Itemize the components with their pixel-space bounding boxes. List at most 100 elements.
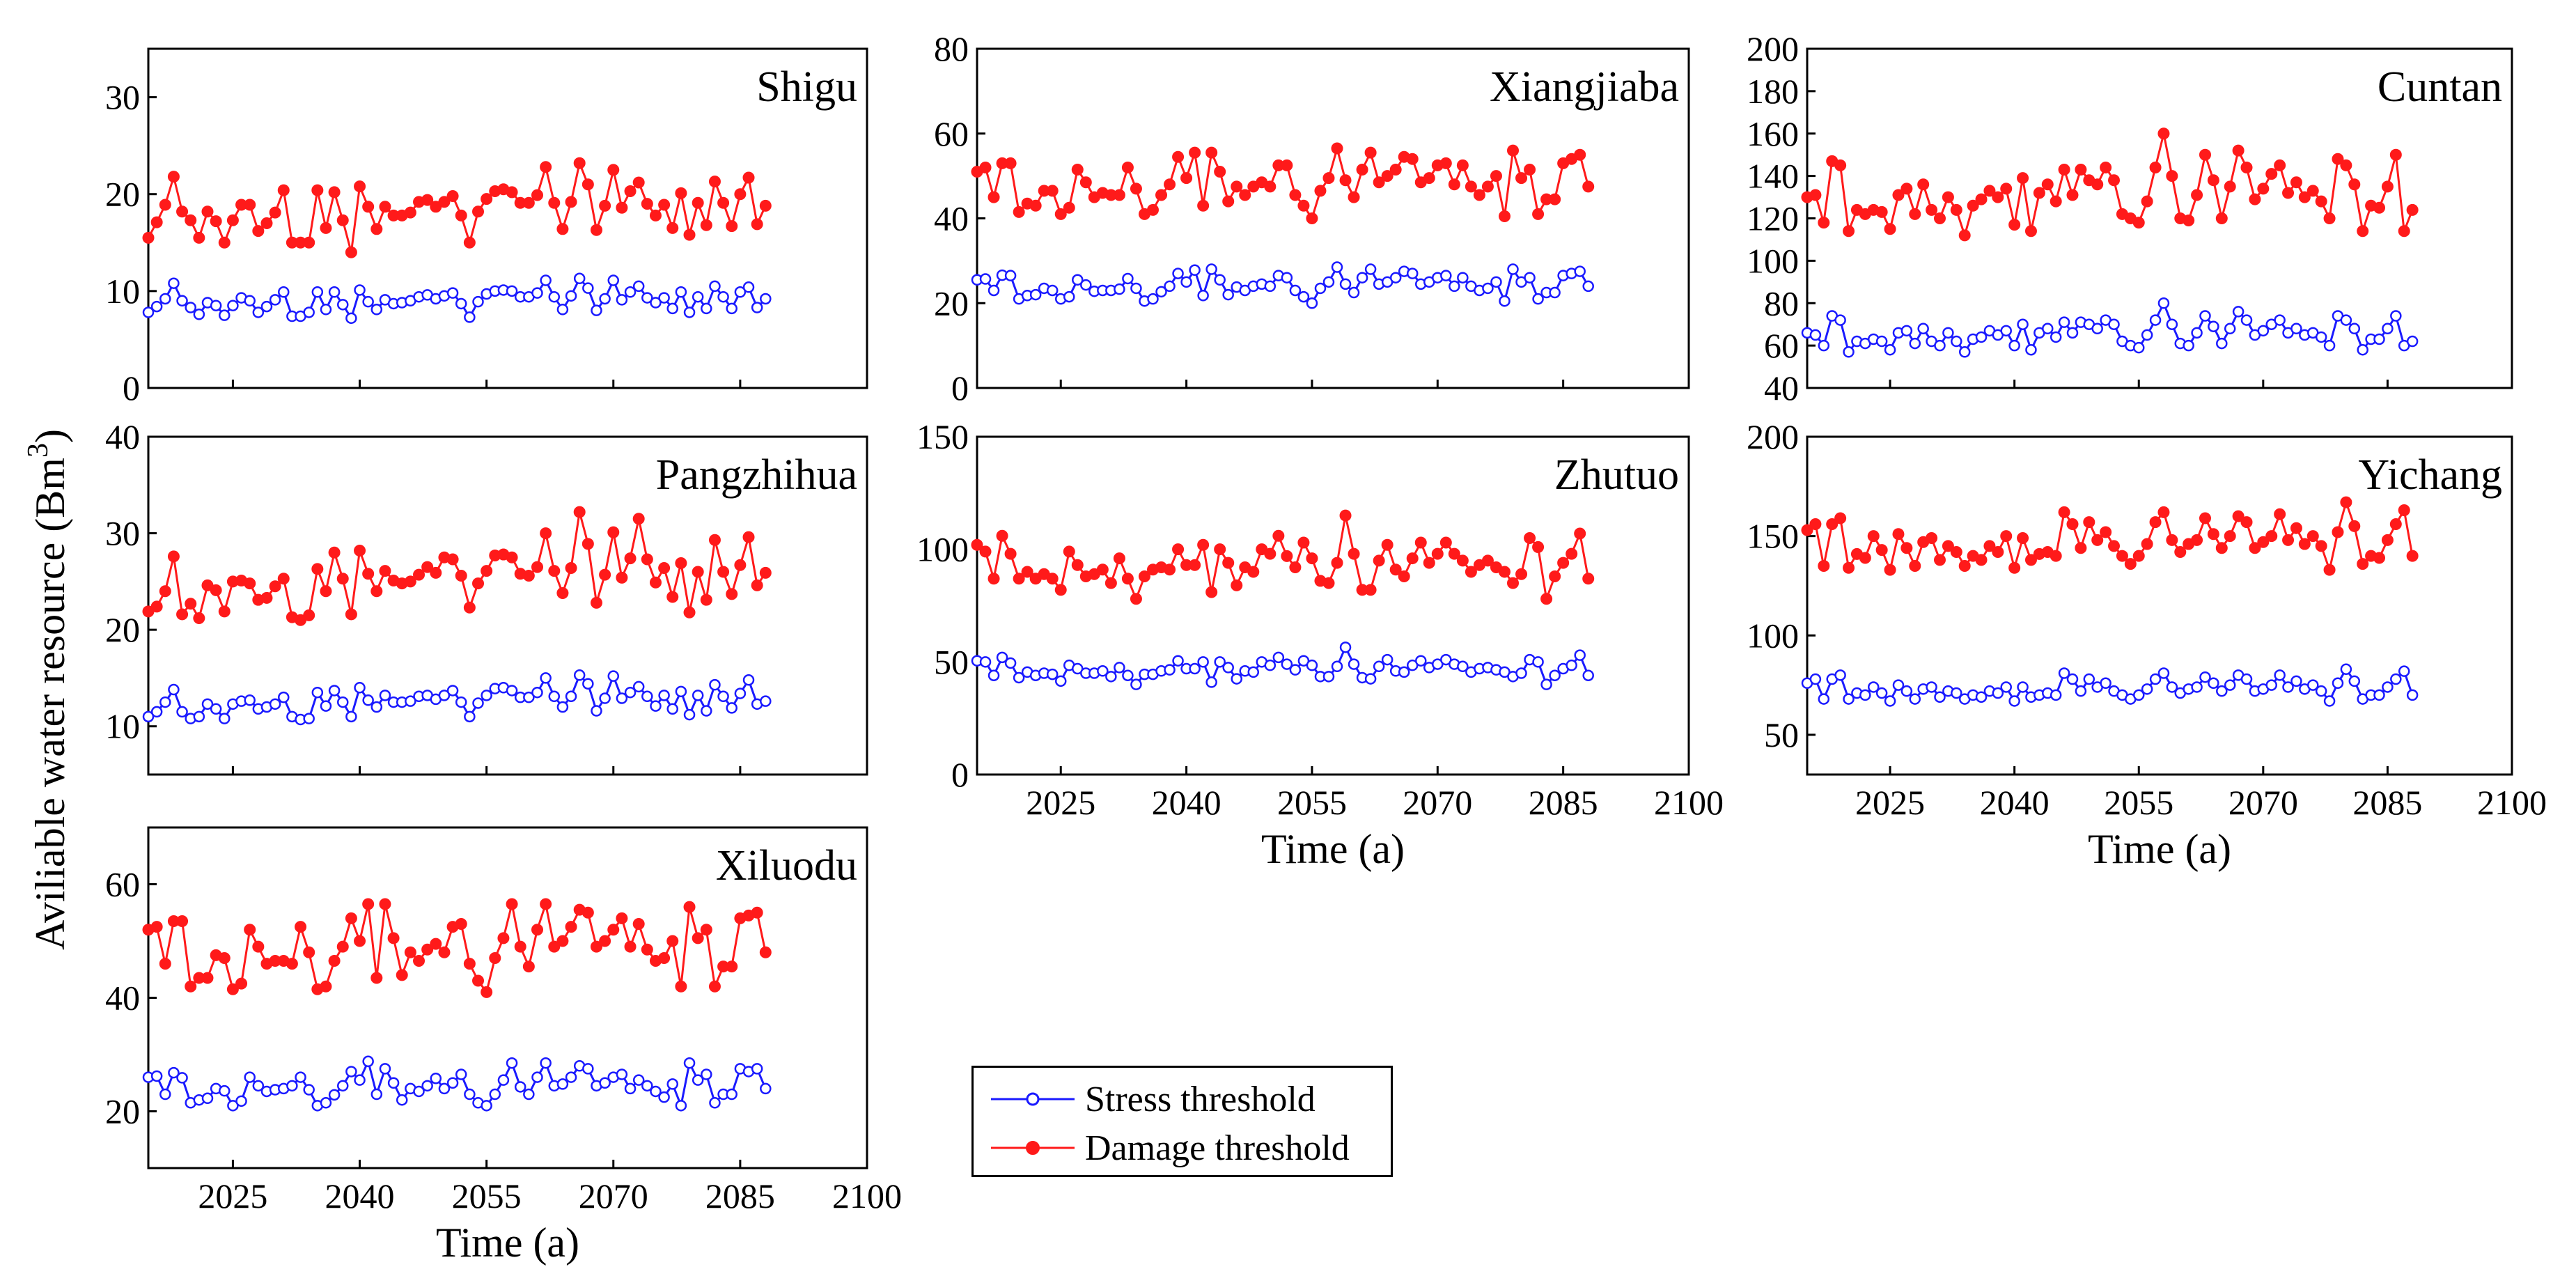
damage-point (683, 606, 696, 619)
damage-point (556, 586, 569, 599)
damage-point (641, 553, 653, 566)
stress-point (2373, 689, 2385, 701)
stress-point (370, 701, 383, 713)
stress-point (624, 286, 637, 298)
damage-point (573, 506, 586, 518)
stress-point (540, 672, 552, 684)
damage-point (345, 246, 357, 258)
damage-point (2116, 550, 2128, 562)
damage-point (759, 566, 772, 579)
damage-point (522, 570, 535, 582)
damage-point (328, 186, 341, 199)
damage-point (734, 559, 747, 571)
damage-point (1926, 203, 1938, 216)
damage-point (1900, 182, 1913, 195)
y-tick-label: 0 (123, 368, 140, 407)
stress-point (1164, 664, 1176, 676)
stress-point (565, 290, 577, 302)
stress-point (675, 286, 687, 298)
damage-point (1389, 163, 1402, 176)
stress-point (455, 1068, 467, 1080)
stress-point (1809, 673, 1822, 685)
damage-point (1189, 559, 1201, 571)
stress-point (210, 703, 222, 715)
damage-point (481, 986, 493, 998)
damage-point (565, 196, 577, 208)
damage-point (2282, 534, 2295, 546)
panel-title: Cuntan (2378, 63, 2502, 111)
stress-point (624, 1082, 637, 1095)
damage-point (632, 176, 645, 189)
damage-point (421, 943, 434, 956)
stress-point (616, 692, 628, 704)
damage-point (599, 199, 611, 212)
damage-point (556, 223, 569, 235)
damage-point (666, 935, 679, 947)
stress-point (1314, 282, 1327, 295)
y-tick-label: 80 (1764, 283, 1799, 322)
stress-point (2357, 343, 2368, 356)
stress-point (1046, 668, 1059, 681)
damage-point (540, 898, 552, 910)
stress-point (1582, 280, 1594, 293)
stress-point (370, 304, 383, 316)
damage-point (2141, 538, 2153, 550)
damage-point (1557, 557, 1570, 569)
stress-point (506, 685, 518, 697)
damage-point (336, 214, 349, 226)
stress-point (1875, 335, 1888, 348)
damage-point (1013, 573, 1025, 585)
damage-point (2215, 212, 2228, 224)
panel-shigu: 0 10 20 30 Shigu (105, 47, 868, 407)
damage-point (295, 921, 307, 933)
stress-point (1097, 665, 1109, 677)
stress-point (591, 705, 602, 717)
damage-point (2191, 189, 2203, 201)
stress-point (1164, 280, 1176, 293)
stress-point (168, 277, 180, 289)
damage-point (1247, 566, 1260, 578)
stress-point (734, 286, 747, 298)
stress-point (1205, 263, 1217, 275)
stress-point (2282, 681, 2294, 693)
stress-point (742, 281, 755, 293)
x-tick-label: 2040 (325, 1176, 395, 1215)
stress-point (2406, 335, 2419, 348)
damage-point (2306, 185, 2319, 197)
stress-point (1884, 343, 1896, 356)
damage-point (1113, 552, 1125, 565)
damage-point (1875, 544, 1888, 557)
damage-point (1322, 577, 1335, 589)
x-axis-label: Time (a) (2088, 826, 2231, 872)
damage-point (1859, 552, 1871, 564)
stress-point (591, 304, 602, 316)
damage-point (1967, 199, 1979, 212)
stress-point (2141, 683, 2153, 695)
damage-point (2050, 195, 2062, 208)
damage-point (328, 546, 341, 559)
damage-point (1381, 538, 1394, 551)
damage-point (649, 576, 662, 589)
stress-point (1926, 681, 1937, 693)
stress-point (607, 274, 620, 286)
damage-point (370, 223, 383, 235)
damage-point (1524, 163, 1536, 176)
stress-point (2183, 339, 2194, 352)
damage-point (438, 946, 451, 958)
stress-point (2240, 314, 2253, 326)
damage-point (252, 225, 265, 238)
damage-point (607, 164, 620, 176)
y-tick-label: 150 (1747, 517, 1799, 556)
stress-point (1549, 669, 1561, 681)
damage-point (540, 527, 552, 540)
stress-point (1364, 673, 1377, 685)
damage-point (979, 161, 992, 173)
damage-point (2124, 558, 2137, 570)
stress-point (582, 678, 594, 690)
stress-point (1818, 693, 1830, 705)
stress-swatch-icon (991, 1092, 1075, 1106)
panel-title: Xiangjiaba (1490, 63, 1679, 111)
stress-point (430, 1072, 442, 1084)
stress-point (1958, 346, 1971, 358)
stress-point (278, 286, 290, 298)
